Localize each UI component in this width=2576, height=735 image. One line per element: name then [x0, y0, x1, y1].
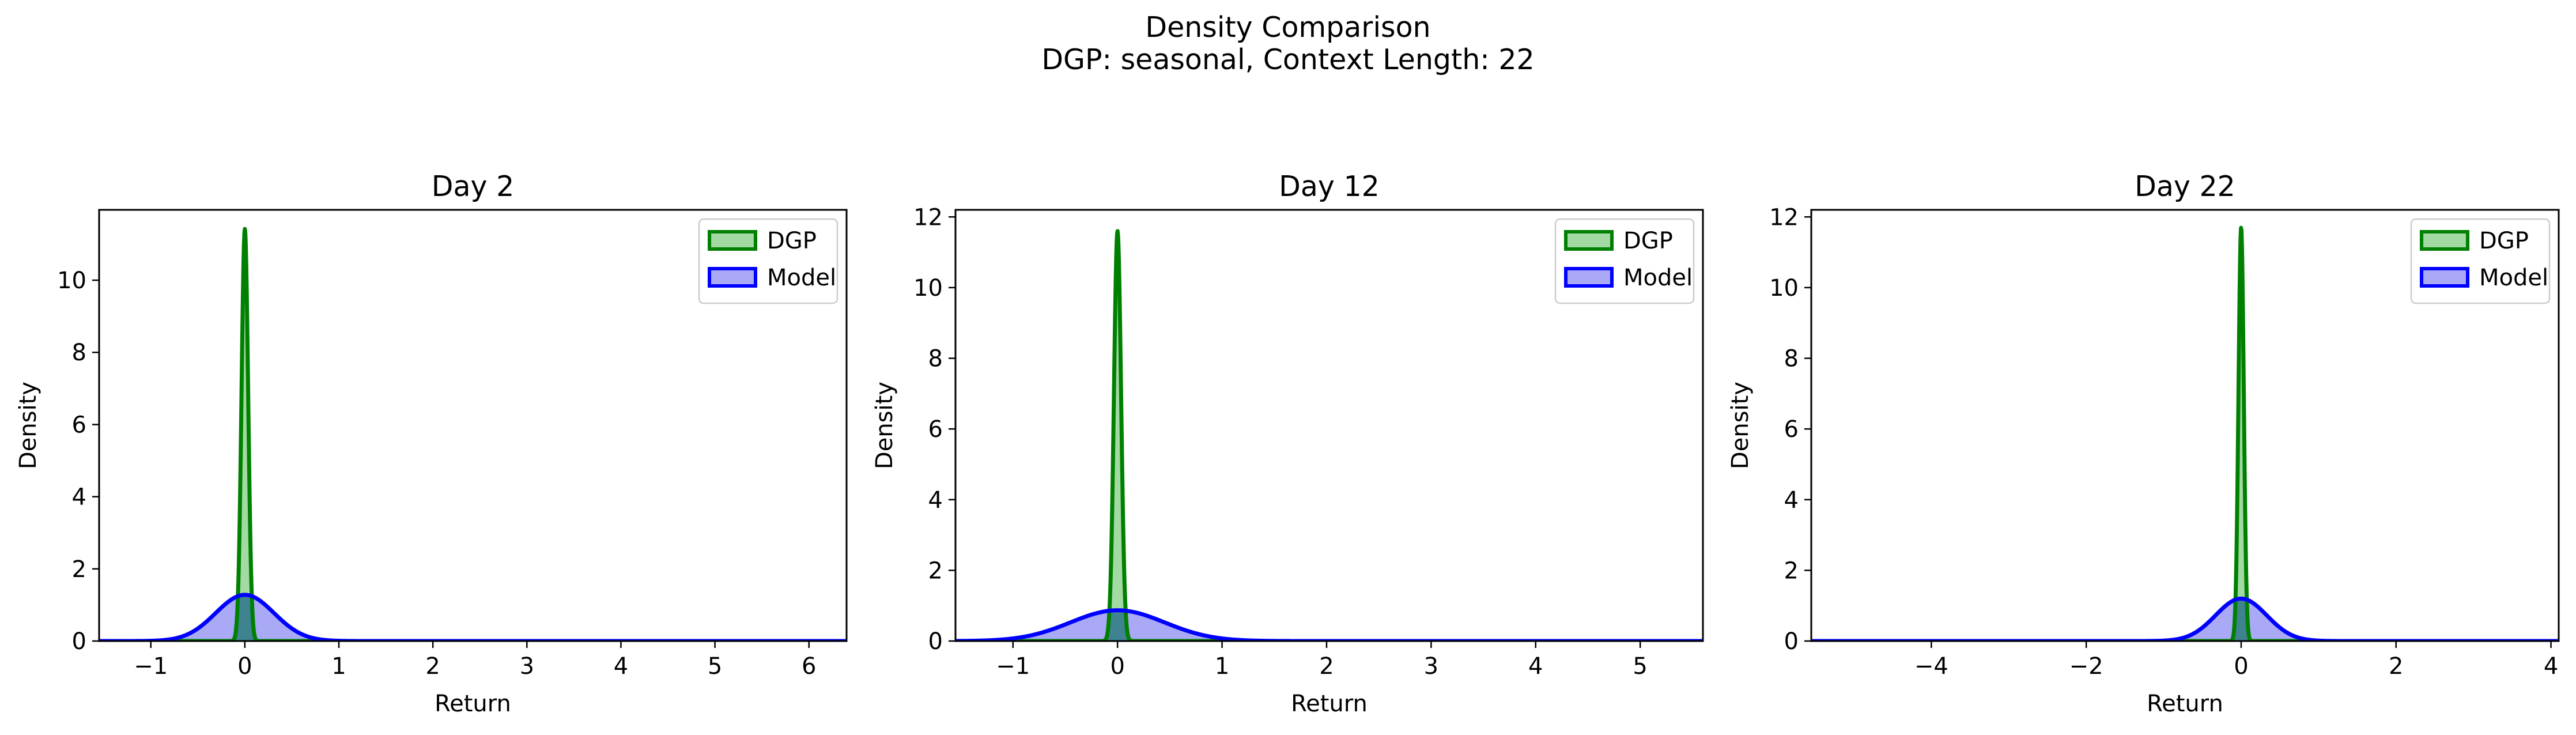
axes-frame	[98, 209, 848, 642]
legend-label-dgp: DGP	[1623, 228, 1673, 254]
x-tick-label: 2	[1319, 653, 1334, 680]
y-tick-label: 10	[1769, 275, 1799, 301]
figure-title-line2: DGP: seasonal, Context Length: 22	[1041, 43, 1534, 76]
x-tick-label: 4	[2544, 653, 2558, 680]
y-tick-label: 4	[928, 487, 943, 514]
axes-frame	[954, 209, 1704, 642]
x-tick-label: 0	[2234, 653, 2248, 680]
plot-area	[955, 229, 1703, 641]
y-tick-label: 8	[72, 340, 86, 366]
panel-title: Day 12	[1279, 170, 1380, 203]
y-tick-label: 6	[1784, 416, 1799, 443]
legend-swatch-dgp	[708, 230, 757, 251]
y-tick-label: 8	[1784, 346, 1799, 372]
y-tick-label: 6	[72, 412, 86, 438]
figure-title-line1: Density Comparison	[1145, 11, 1430, 44]
legend-swatch-dgp	[1564, 230, 1614, 251]
y-tick-label: 2	[1784, 557, 1799, 584]
x-tick-label: 6	[802, 653, 816, 680]
subplot-day-panel: −4 −2 0 2 4 0 2 4 6 8 10 12 Day 22 Return Density DGP Mo…	[1727, 170, 2560, 717]
overlap-density-fill	[99, 594, 847, 641]
plot-area	[1811, 225, 2559, 641]
y-tick-label: 10	[913, 275, 943, 301]
x-tick-label: 2	[2389, 653, 2403, 680]
y-tick-label: 4	[1784, 487, 1799, 514]
legend-label-dgp: DGP	[2479, 228, 2529, 254]
x-tick-label: 4	[1528, 653, 1543, 680]
y-axis-label: Density	[871, 382, 898, 469]
x-tick-label: 0	[237, 653, 252, 680]
model-density-fill	[99, 594, 847, 641]
legend-label-model: Model	[767, 265, 836, 291]
x-tick-label: 5	[1633, 653, 1647, 680]
y-tick-label: 12	[913, 204, 943, 231]
x-axis-label: Return	[435, 691, 511, 717]
x-tick-label: 3	[520, 653, 534, 680]
x-tick-label: 0	[1110, 653, 1124, 680]
legend-swatch-dgp	[2420, 230, 2469, 251]
y-tick-label: 2	[72, 556, 86, 583]
plot-area	[99, 227, 847, 641]
y-tick-label: 4	[72, 484, 86, 511]
y-tick-label: 10	[57, 267, 86, 294]
x-tick-label: 4	[614, 653, 628, 680]
y-tick-label: 8	[928, 346, 943, 372]
legend-swatch-model	[708, 267, 757, 288]
model-density-fill	[955, 610, 1703, 641]
model-density-line	[99, 593, 847, 641]
y-axis-label: Density	[1727, 382, 1754, 469]
x-tick-label: −2	[2069, 653, 2103, 680]
x-tick-label: 5	[708, 653, 722, 680]
y-tick-label: 12	[1769, 204, 1799, 231]
axes-frame	[1810, 209, 2560, 642]
y-tick-label: 6	[928, 416, 943, 443]
x-axis-label: Return	[2147, 691, 2223, 717]
y-tick-label: 0	[928, 628, 943, 655]
x-tick-label: −1	[996, 653, 1030, 680]
y-tick-label: 0	[72, 628, 86, 655]
legend-swatch-model	[2420, 267, 2469, 288]
legend-label-dgp: DGP	[767, 228, 817, 254]
y-axis-label: Density	[15, 382, 41, 469]
x-tick-label: 1	[331, 653, 346, 680]
model-density-line	[1811, 596, 2559, 641]
model-density-line	[955, 608, 1703, 641]
x-tick-label: 3	[1424, 653, 1438, 680]
x-tick-label: −1	[134, 653, 168, 680]
x-tick-label: −4	[1914, 653, 1948, 680]
x-tick-label: 1	[1215, 653, 1229, 680]
x-axis-label: Return	[1291, 691, 1368, 717]
panel-title: Day 22	[2135, 170, 2235, 203]
legend-label-model: Model	[2479, 265, 2548, 291]
legend-label-model: Model	[1623, 265, 1693, 291]
panel-title: Day 2	[432, 170, 515, 203]
y-tick-label: 2	[928, 557, 943, 584]
y-tick-label: 0	[1784, 628, 1799, 655]
x-tick-label: 2	[425, 653, 440, 680]
subplot-day-panel: −1 0 1 2 3 4 5 6 0 2 4 6 8 10 Day 2 Return Density DGP Mod…	[15, 170, 848, 717]
legend-swatch-model	[1564, 267, 1614, 288]
